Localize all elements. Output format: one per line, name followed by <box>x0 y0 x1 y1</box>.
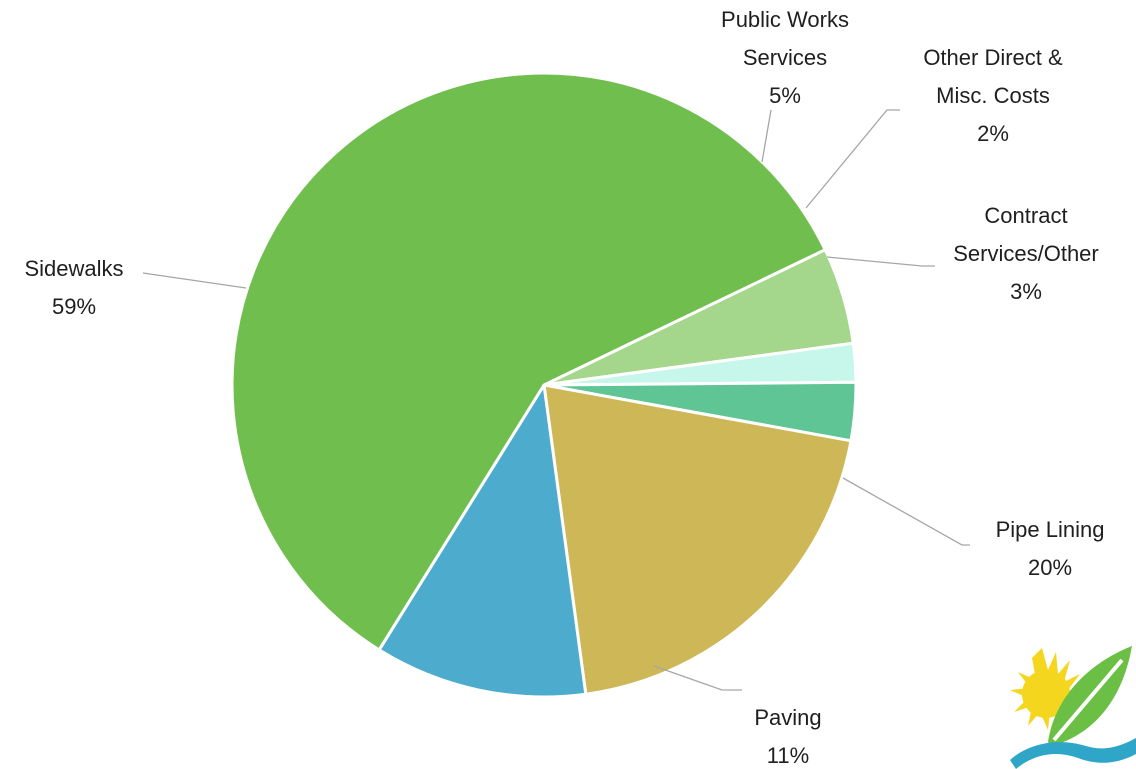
leader-line-pipe-lining <box>842 477 970 546</box>
pie-slice-paving <box>377 380 588 699</box>
data-label-category: Services <box>743 45 827 70</box>
data-label-percent: 5% <box>769 83 801 108</box>
leader-line-public-works-services <box>761 109 772 163</box>
data-label-pipe-lining: Pipe Lining 20% <box>996 517 1105 580</box>
data-label-category: Contract <box>984 203 1067 228</box>
leaf-icon <box>1048 646 1132 746</box>
pie-slices <box>230 71 858 699</box>
pie-slice-pipe-lining <box>542 383 853 696</box>
data-label-category: Misc. Costs <box>936 83 1050 108</box>
sun-leaf-wave-logo-icon <box>1010 646 1136 769</box>
leader-line-sidewalks <box>142 272 247 289</box>
wave-icon <box>1010 738 1136 769</box>
data-label-percent: 11% <box>767 743 809 768</box>
data-label-public-works-services: Public Works Services 5% <box>721 7 849 108</box>
data-label-percent: 20% <box>1028 555 1072 580</box>
data-label-contract-services-other: Contract Services/Other 3% <box>953 203 1099 304</box>
data-label-percent: 59% <box>52 294 96 319</box>
data-label-category: Sidewalks <box>24 256 123 281</box>
data-label-other-direct-misc-costs: Other Direct & Misc. Costs 2% <box>923 45 1063 146</box>
data-label-category: Other Direct & <box>923 45 1063 70</box>
data-label-category: Pipe Lining <box>996 517 1105 542</box>
leader-line-paving <box>653 665 742 691</box>
data-label-paving: Paving 11% <box>754 705 821 768</box>
leader-line-other-direct-misc-costs <box>805 109 900 209</box>
data-label-category: Services/Other <box>953 241 1099 266</box>
data-label-sidewalks: Sidewalks 59% <box>24 256 123 319</box>
data-label-category: Paving <box>754 705 821 730</box>
sun-icon <box>1010 648 1086 730</box>
leader-lines <box>142 109 970 691</box>
data-labels: Public Works Services 5% Other Direct & Misc… <box>24 7 1104 768</box>
pie-slice-sidewalks <box>230 71 828 652</box>
data-label-category: Public Works <box>721 7 849 32</box>
data-label-percent: 3% <box>1010 279 1042 304</box>
data-label-percent: 2% <box>977 121 1009 146</box>
leader-line-contract-services-other <box>826 256 935 267</box>
